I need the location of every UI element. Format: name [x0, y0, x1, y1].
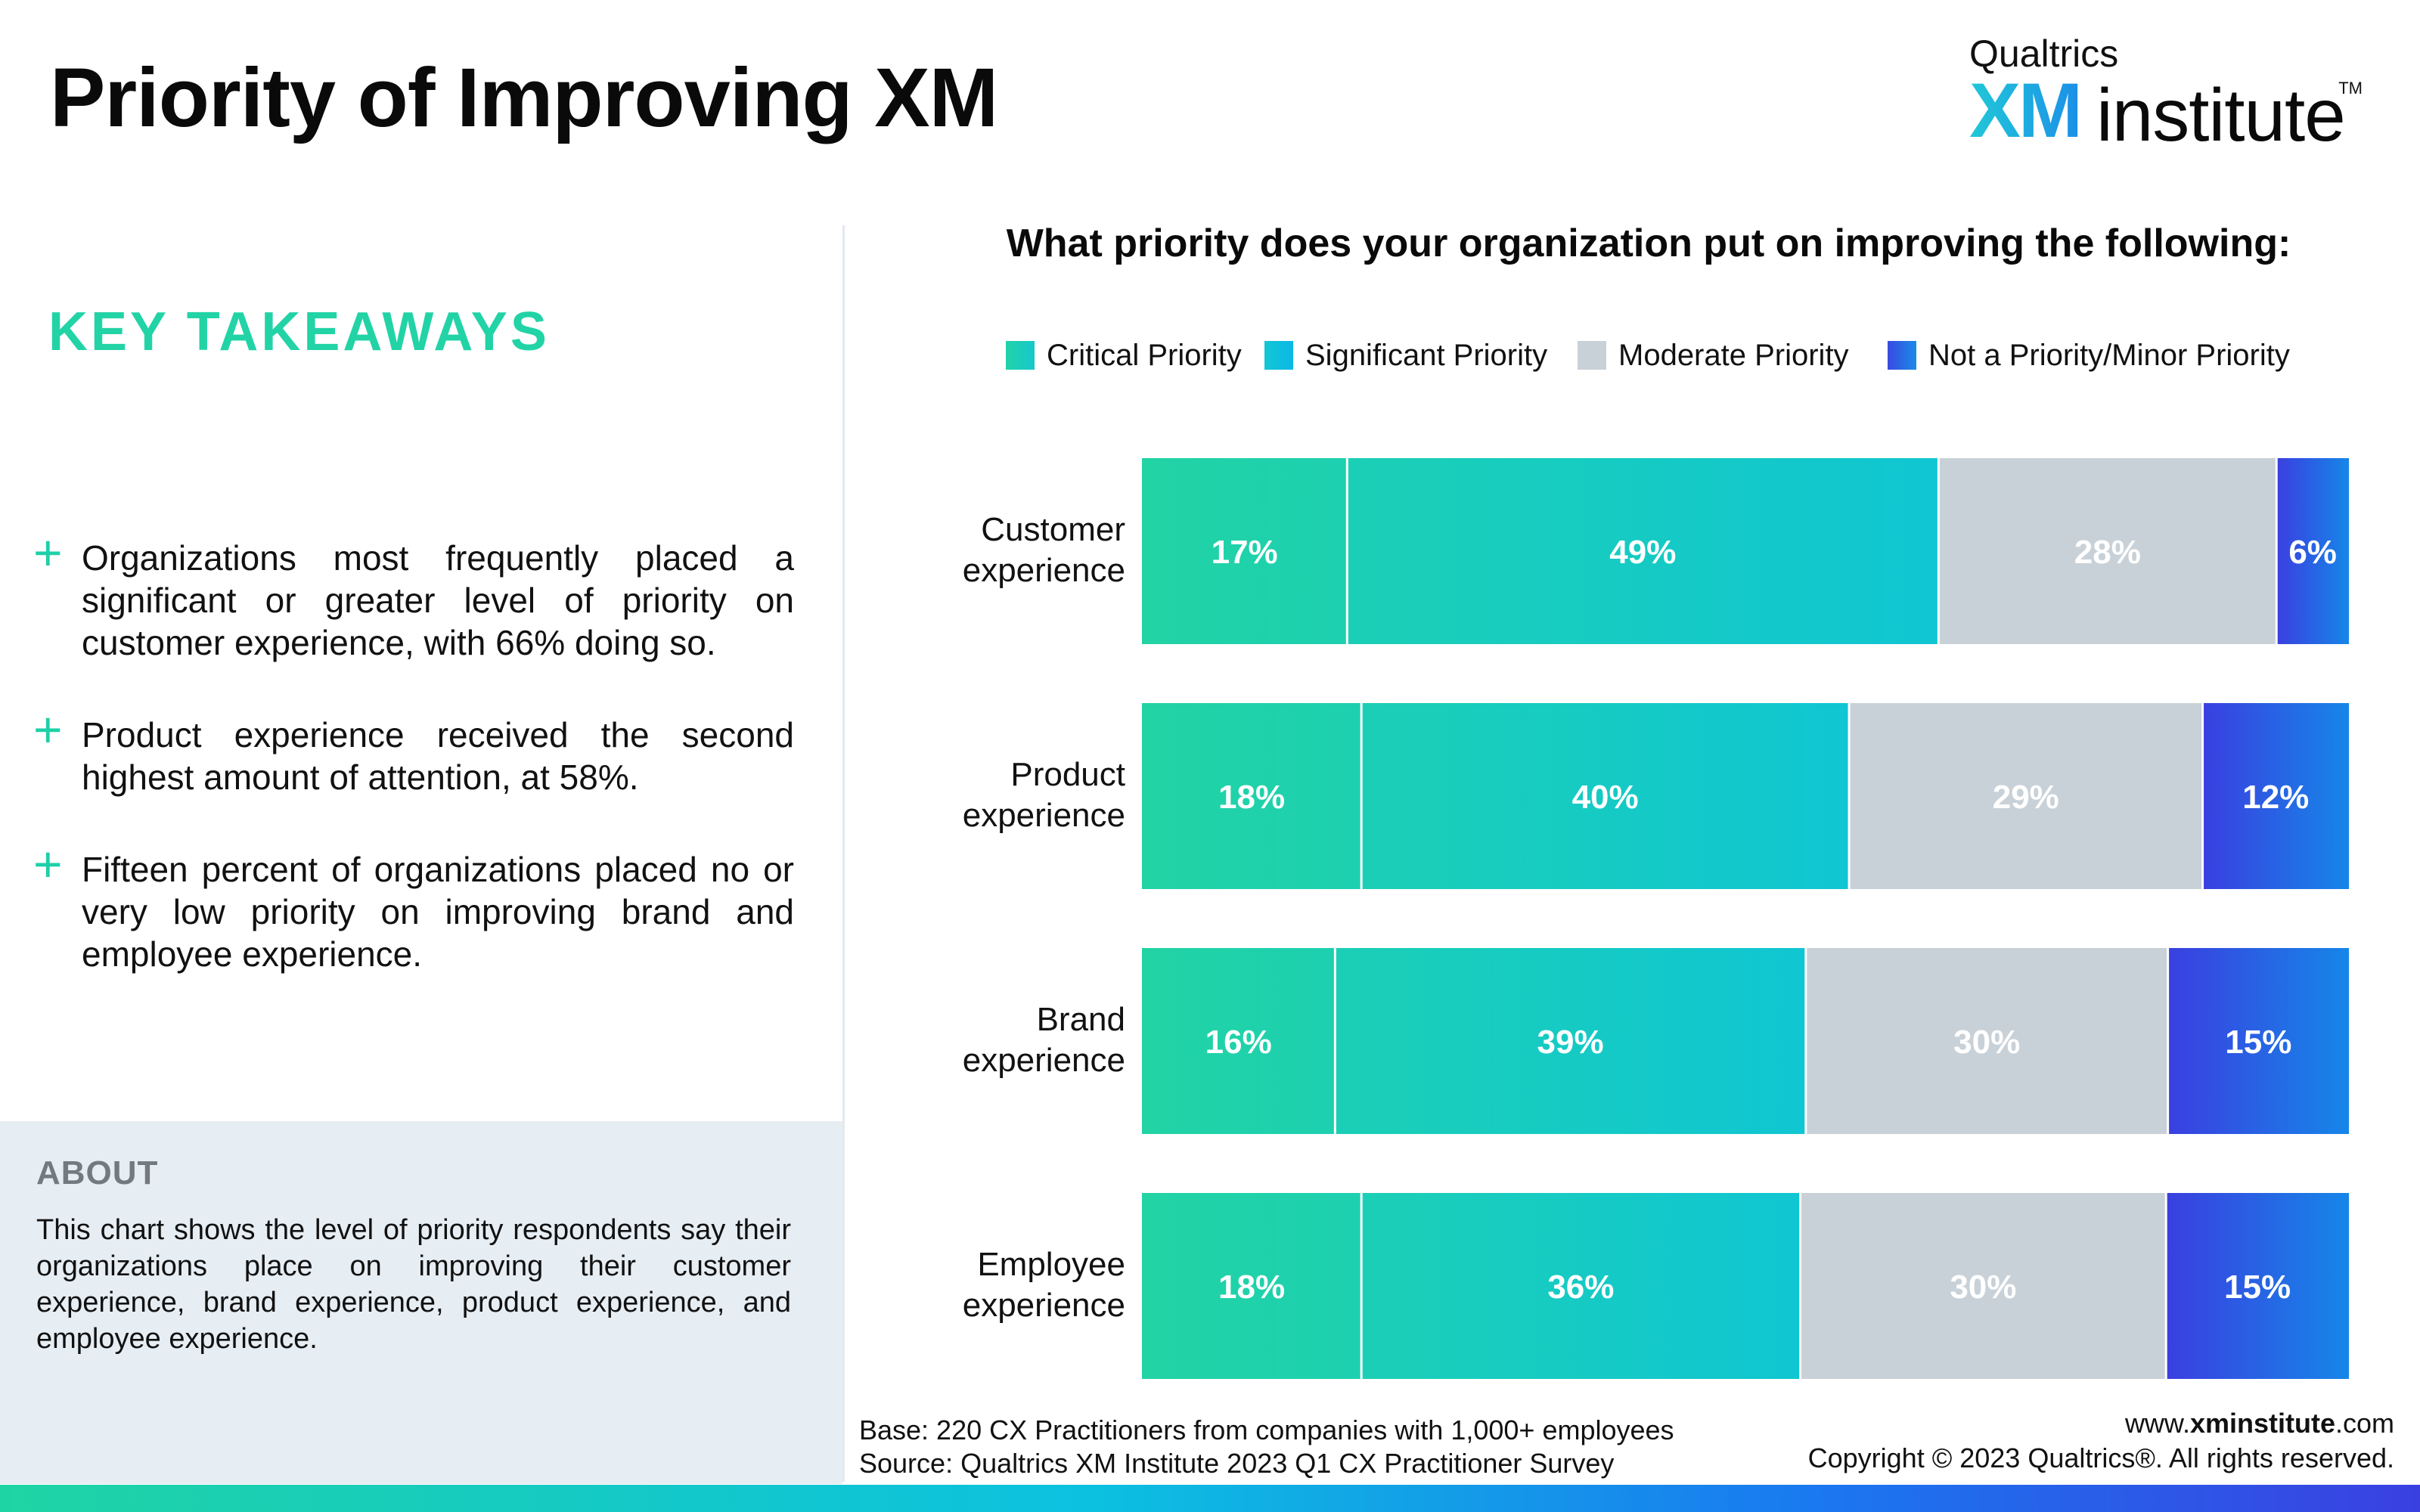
- data-label: 39%: [1537, 1024, 1604, 1061]
- takeaway-text: Fifteen percent of organizations placed …: [82, 850, 794, 974]
- data-label: 18%: [1218, 779, 1285, 816]
- legend-swatch: [1006, 341, 1035, 370]
- data-label: 30%: [1950, 1269, 2016, 1306]
- bar-segment-critical: [1142, 948, 1336, 1134]
- segment-separator: [1345, 458, 1348, 644]
- bar-segment-moderate: [1800, 1193, 2167, 1379]
- plus-icon: +: [33, 836, 63, 892]
- data-label: 30%: [1953, 1024, 2020, 1061]
- website-link[interactable]: www.xminstitute.com: [1808, 1406, 2394, 1441]
- page-title: Priority of Improving XM: [50, 51, 998, 144]
- segment-separator: [2201, 703, 2204, 889]
- chart-title: What priority does your organization put…: [1006, 222, 2291, 265]
- bar-segment-moderate: [1938, 458, 2277, 644]
- footer-notes: Base: 220 CX Practitioners from companie…: [859, 1414, 1674, 1480]
- data-label: 36%: [1547, 1269, 1614, 1306]
- bar-segment-significant: [1361, 703, 1850, 889]
- legend-item-significant: Significant Priority: [1264, 333, 1547, 378]
- list-item: + Organizations most frequently placed a…: [33, 528, 794, 664]
- segment-separator: [2275, 458, 2278, 644]
- data-label: 12%: [2242, 779, 2309, 816]
- footer-base: Base: 220 CX Practitioners from companie…: [859, 1414, 1674, 1445]
- segment-separator: [2164, 1193, 2167, 1379]
- plus-icon: +: [33, 525, 63, 581]
- takeaways-list: + Organizations most frequently placed a…: [33, 528, 794, 1025]
- bar-segment-critical: [1142, 1193, 1362, 1379]
- data-label: 16%: [1205, 1024, 1272, 1061]
- data-label: 18%: [1218, 1269, 1285, 1306]
- data-label: 15%: [2225, 1024, 2291, 1061]
- key-takeaways-heading: KEY TAKEAWAYS: [48, 302, 550, 362]
- category-label: Brand experience: [963, 1001, 1125, 1079]
- brand-logo: Qualtrics XM institute TM: [1969, 29, 2363, 156]
- bar-segment-significant: [1347, 458, 1939, 644]
- brand-xm: XM: [1969, 67, 2083, 153]
- bar-segment-critical: [1142, 458, 1348, 644]
- data-label: 15%: [2224, 1269, 2291, 1306]
- segment-separator: [1804, 948, 1807, 1134]
- bar-segment-not-priority: [2167, 948, 2349, 1134]
- bar-segment-moderate: [1805, 948, 2168, 1134]
- legend-label: Moderate Priority: [1618, 338, 1849, 372]
- legend-swatch: [1264, 341, 1293, 370]
- data-label: 28%: [2074, 534, 2141, 571]
- footer-credits: www.xminstitute.com Copyright © 2023 Qua…: [1808, 1406, 2394, 1476]
- footer-source: Source: Qualtrics XM Institute 2023 Q1 C…: [859, 1448, 1615, 1479]
- url-bold: xminstitute: [2189, 1408, 2335, 1439]
- legend-swatch: [1578, 341, 1606, 370]
- list-item: + Product experience received the second…: [33, 705, 794, 798]
- about-text: This chart shows the level of priority r…: [36, 1214, 791, 1355]
- url-suffix: .com: [2335, 1408, 2394, 1439]
- url-prefix: www.: [2124, 1408, 2190, 1439]
- brand-tm: TM: [2338, 79, 2363, 98]
- column-divider: [842, 225, 845, 1482]
- segment-separator: [1799, 1193, 1802, 1379]
- data-label: 6%: [2288, 534, 2337, 571]
- brand-qualtrics: Qualtrics: [1969, 33, 2119, 75]
- data-label: 17%: [1212, 534, 1278, 571]
- segment-separator: [1333, 948, 1336, 1134]
- legend-item-not-priority: Not a Priority/Minor Priority: [1888, 333, 2290, 378]
- segment-separator: [1937, 458, 1940, 644]
- bar-segment-critical: [1142, 703, 1362, 889]
- bar-segment-not-priority: [2166, 1193, 2349, 1379]
- segment-separator: [1360, 703, 1363, 889]
- list-item: + Fifteen percent of organizations place…: [33, 839, 794, 975]
- legend-item-critical: Critical Priority: [1006, 333, 1242, 378]
- bar-segment-moderate: [1849, 703, 2203, 889]
- takeaway-text: Organizations most frequently placed a s…: [82, 538, 794, 662]
- bar-segment-significant: [1361, 1193, 1801, 1379]
- segment-separator: [1848, 703, 1851, 889]
- bar-segment-significant: [1335, 948, 1806, 1134]
- legend-label: Significant Priority: [1305, 338, 1548, 372]
- stacked-bar-chart: Customer experience 17% 49% 28% 6% Product expe…: [963, 458, 2349, 1379]
- data-label: 29%: [1993, 779, 2059, 816]
- legend-item-moderate: Moderate Priority: [1578, 333, 1849, 378]
- bar-segment-not-priority: [2276, 458, 2349, 644]
- chart-legend: Critical Priority Significant Priority M…: [1006, 333, 2382, 378]
- about-panel: ABOUT This chart shows the level of prio…: [0, 1121, 842, 1484]
- takeaway-text: Product experience received the second h…: [82, 715, 794, 797]
- about-heading: ABOUT: [36, 1154, 159, 1191]
- bar-segment-not-priority: [2202, 703, 2349, 889]
- legend-label: Not a Priority/Minor Priority: [1928, 338, 2290, 372]
- data-label: 49%: [1609, 534, 1676, 571]
- brand-institute: institute: [2096, 73, 2346, 156]
- data-label: 40%: [1572, 779, 1639, 816]
- category-label: Product experience: [963, 756, 1125, 834]
- category-label: Customer experience: [963, 511, 1125, 589]
- segment-separator: [2167, 948, 2170, 1134]
- segment-separator: [1360, 1193, 1363, 1379]
- legend-label: Critical Priority: [1047, 338, 1242, 372]
- plus-icon: +: [33, 702, 63, 758]
- category-label: Employee experience: [963, 1246, 1125, 1324]
- bottom-gradient-band: [0, 1485, 2420, 1512]
- copyright: Copyright © 2023 Qualtrics®. All rights …: [1807, 1442, 2394, 1473]
- legend-swatch: [1888, 341, 1916, 370]
